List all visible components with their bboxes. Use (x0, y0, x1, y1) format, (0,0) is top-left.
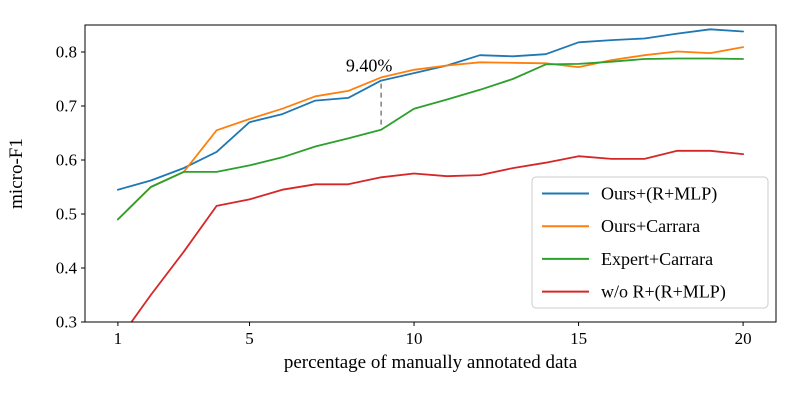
y-tick-label: 0.4 (56, 259, 78, 278)
x-tick-label: 5 (245, 329, 254, 348)
x-tick-label: 10 (406, 329, 423, 348)
x-axis-label: percentage of manually annotated data (284, 352, 578, 373)
y-tick-label: 0.6 (56, 151, 77, 170)
legend-label-expert-carrara: Expert+Carrara (601, 249, 713, 269)
y-tick-label: 0.8 (56, 43, 77, 62)
gap-annotation-label: 9.40% (346, 56, 393, 76)
legend: Ours+(R+MLP) Ours+Carrara Expert+Carrara w/… (531, 176, 769, 309)
x-tick-label: 1 (114, 329, 123, 348)
series-group (117, 28, 744, 322)
y-tick-label: 0.7 (56, 97, 78, 116)
legend-label-ours-carrara: Ours+Carrara (601, 216, 700, 236)
series-line-expert-carrara (117, 57, 744, 221)
series-line-w-o-r-r-mlp (130, 149, 744, 322)
x-tick-label: 15 (570, 329, 587, 348)
y-tick-label: 0.5 (56, 205, 77, 224)
series-line-ours-r-mlp (117, 28, 744, 191)
series-line-ours-carrara (117, 46, 744, 221)
x-tick-label: 20 (735, 329, 752, 348)
y-axis-label: micro-F1 (6, 138, 27, 209)
legend-box (531, 176, 769, 309)
plot-border (84, 24, 777, 323)
legend-label-w-o-r-r-mlp: w/o R+(R+MLP) (601, 282, 726, 303)
legend-label-ours-r-mlp: Ours+(R+MLP) (601, 184, 717, 205)
y-tick-label: 0.3 (56, 313, 77, 332)
